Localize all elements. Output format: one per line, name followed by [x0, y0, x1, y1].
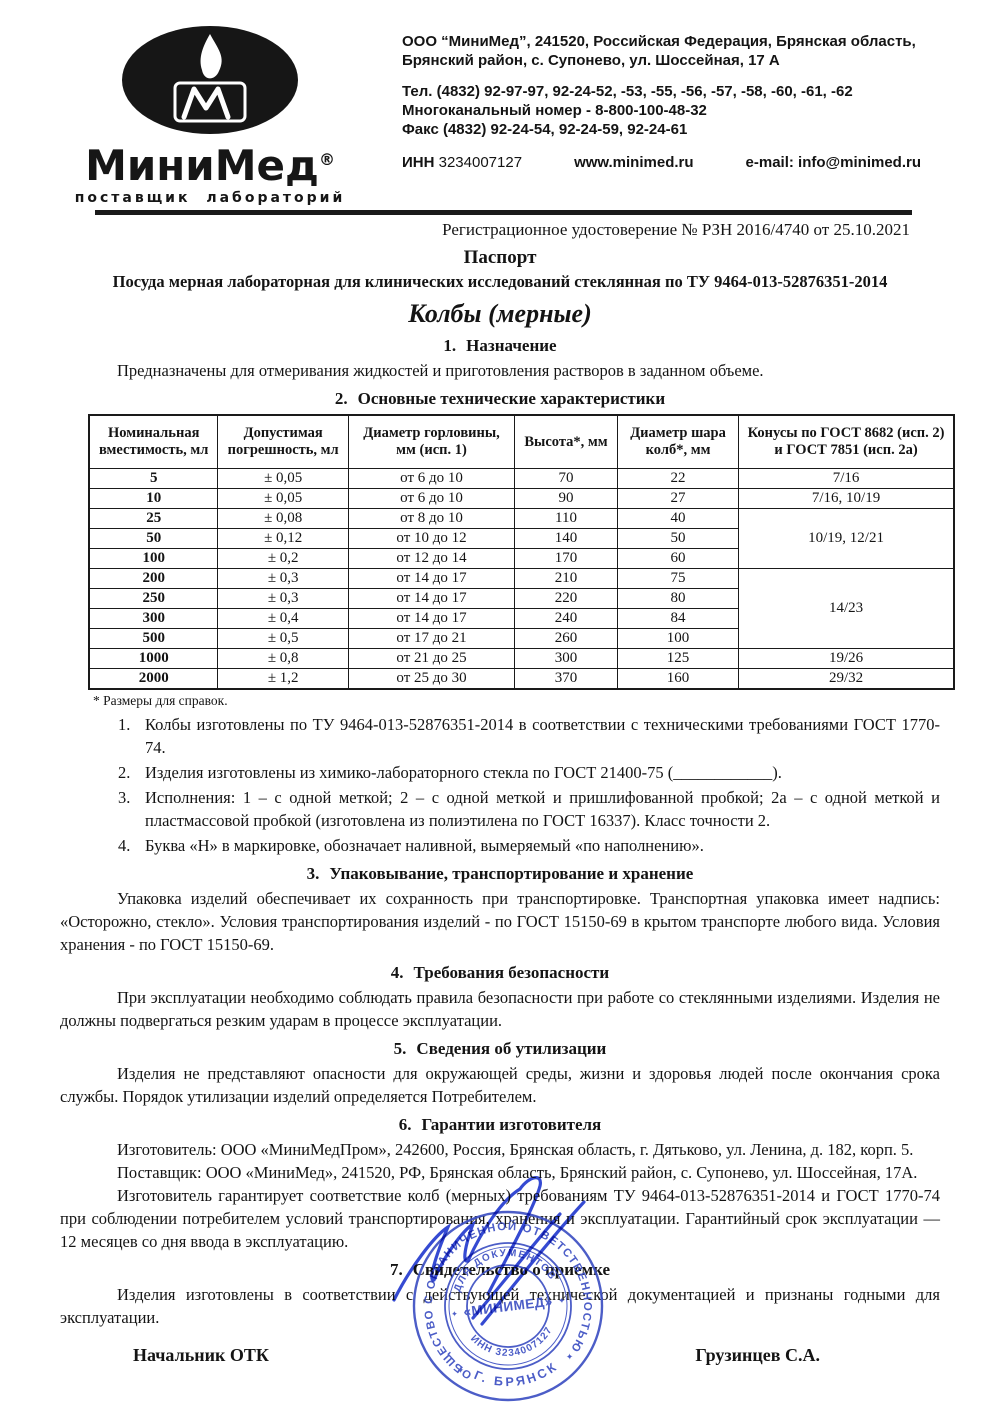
inn: ИНН 3234007127 — [402, 154, 523, 171]
handwritten-signature — [372, 1172, 642, 1372]
column-header: Диаметр горловины, мм (исп. 1) — [347, 414, 516, 469]
column-header: Допустимая погрешность, мл — [217, 414, 349, 469]
section-1-body: Предназначены для отмеривания жидкостей … — [117, 361, 764, 380]
table-row: 25 ± 0,08 от 8 до 10 110 40 10/19, 12/21 — [88, 508, 955, 569]
table-row: 10 ± 0,05 от 6 до 10 90 27 7/16, 10/19 — [88, 488, 955, 509]
note-item: 3. Исполнения: 1 – с одной меткой; 2 – с … — [118, 788, 940, 830]
column-header: Диаметр шара колб*, мм — [616, 414, 740, 469]
company-logo: МиниМед® поставщик лабораторий — [60, 24, 360, 206]
section-6-heading: 6. Гарантии изготовителя — [398, 1115, 602, 1134]
stamp-separator-icon: ✦ — [565, 1351, 574, 1362]
supplier-line: Поставщик: ООО «МиниМед», 241520, РФ, Бр… — [117, 1163, 918, 1182]
section-7-body: Изделия изготовлены в соответствии с дей… — [60, 1285, 940, 1327]
approver-position: Начальник ОТК — [133, 1345, 269, 1365]
table-row: 500 ± 0,5 от 17 до 21 260 100 — [88, 628, 954, 649]
section-3-body: Упаковка изделий обеспечивает их сохранн… — [60, 889, 940, 954]
table-row: 1000 ± 0,8 от 21 до 25 300 125 19/26 — [88, 648, 955, 669]
column-header: Высота*, мм — [514, 414, 618, 469]
section-4-heading: 4. Требования безопасности — [390, 963, 610, 982]
section-5-heading: 5. Сведения об утилизации — [393, 1039, 607, 1058]
document-page: МиниМед® поставщик лабораторий ООО “Мини… — [60, 24, 955, 1366]
table-footnote: * Размеры для справок. — [93, 693, 228, 708]
section-2-heading: 2. Основные технические характеристики — [334, 389, 666, 408]
brand-name: МиниМед® — [85, 141, 335, 190]
table-row: 250 ± 0,3 от 14 до 17 220 80 — [88, 588, 954, 609]
approver-name: Грузинцев С.А. — [695, 1345, 820, 1365]
section-5-body: Изделия не представляют опасности для ок… — [60, 1064, 940, 1106]
warranty-paragraph: Изготовитель гарантирует соответствие ко… — [60, 1186, 940, 1251]
email: e-mail: info@minimed.ru — [745, 154, 922, 171]
address-line-1: ООО “МиниМед”, 241520, Российская Федера… — [402, 33, 916, 50]
table-row: 50 ± 0,12 от 10 до 12 140 50 — [88, 528, 954, 549]
registration-certificate-line: Регистрационное удостоверение № РЗН 2016… — [442, 220, 910, 239]
header-divider — [95, 210, 912, 215]
manufacturer-line: Изготовитель: ООО «МиниМедПром», 242600,… — [117, 1140, 914, 1159]
column-header: Конусы по ГОСТ 8682 (исп. 2) и ГОСТ 7851… — [738, 414, 955, 469]
brand-tagline: поставщик лабораторий — [74, 190, 346, 206]
column-header: Номинальная вместимость, мл — [88, 414, 219, 469]
section-4-body: При эксплуатации необходимо соблюдать пр… — [60, 988, 940, 1030]
multichannel-line: Многоканальный номер - 8-800-100-48-32 — [402, 102, 707, 119]
note-item: 1. Колбы изготовлены по ТУ 9464-013-52876… — [118, 715, 940, 757]
specifications-table: Номинальная вместимость, мл Допустимая п… — [88, 414, 955, 690]
table-header-row: Номинальная вместимость, мл Допустимая п… — [88, 414, 955, 469]
table-row: 300 ± 0,4 от 14 до 17 240 84 — [88, 608, 954, 629]
stamp-separator-icon: ✦ — [558, 1296, 566, 1306]
signature-icon — [392, 1176, 586, 1326]
stamp-separator-icon: ✦ — [456, 1365, 465, 1376]
document-subtitle: Посуда мерная лабораторная для клиническ… — [112, 272, 888, 291]
letterhead: МиниМед® поставщик лабораторий ООО “Мини… — [60, 24, 940, 206]
document-title: Паспорт — [463, 247, 537, 268]
note-item: 4. Буква «Н» в маркировке, обозначает нал… — [118, 836, 704, 855]
stamp-separator-icon: ✦ — [451, 1309, 459, 1319]
table-row: 200 ± 0,3 от 14 до 17 210 75 14/23 — [88, 568, 955, 649]
table-row: 5 ± 0,05 от 6 до 10 70 22 7/16 — [88, 468, 955, 489]
address-line-2: Брянский район, с. Супонево, ул. Шоссейн… — [402, 52, 780, 69]
section-1-heading: 1. Назначение — [443, 336, 557, 355]
website: www.minimed.ru — [574, 154, 694, 171]
note-item: 2. Изделия изготовлены из химико-лаборато… — [118, 763, 782, 782]
registered-trademark-mark: ® — [318, 150, 335, 169]
phone-line: Тел. (4832) 92-97-97, 92-24-52, -53, -55… — [402, 83, 853, 100]
inn-row: ИНН 3234007127 www.minimed.ru e-mail: in… — [402, 153, 973, 172]
product-name: Колбы (мерные) — [408, 299, 592, 328]
contact-block: ООО “МиниМед”, 241520, Российская Федера… — [402, 24, 973, 172]
candle-flame-logo-icon — [122, 26, 298, 134]
table-row: 2000 ± 1,2 от 25 до 30 370 160 29/32 — [88, 668, 955, 690]
approval-row: Начальник ОТК Грузинцев С.А. — [60, 1345, 940, 1366]
section-3-heading: 3. Упаковывание, транспортирование и хран… — [306, 864, 694, 883]
fax-line: Факс (4832) 92-24-54, 92-24-59, 92-24-61 — [402, 121, 688, 138]
